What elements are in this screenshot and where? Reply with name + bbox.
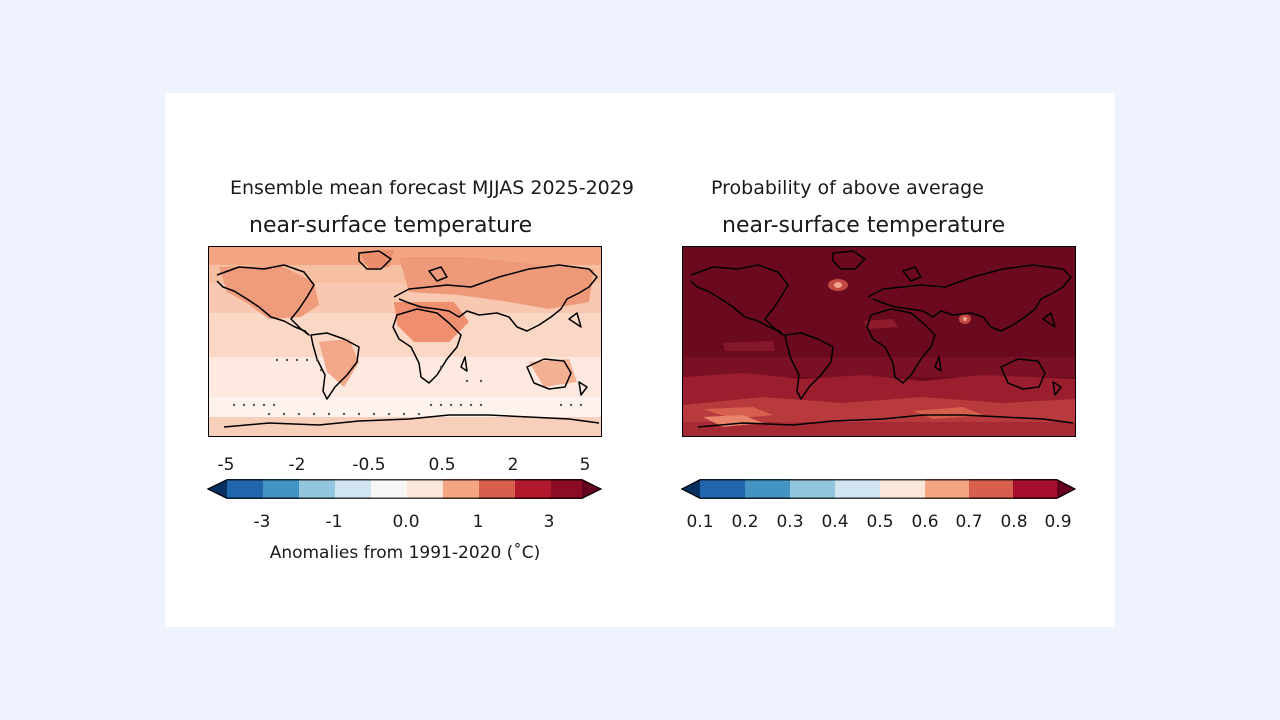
cbar-bottom-tick: 0.0 — [392, 512, 420, 532]
cbar-bottom-tick: 0.9 — [1044, 512, 1072, 532]
cbar-bottom-tick: -3 — [253, 512, 271, 532]
left-map-title: near-surface temperature — [249, 213, 533, 238]
cbar-bottom-tick: 0.5 — [866, 512, 894, 532]
figure-card: Ensemble mean forecast MJJAS 2025-2029 n… — [165, 93, 1115, 627]
cbar-top-tick: 5 — [579, 455, 591, 475]
cbar-bottom-tick: 1 — [472, 512, 484, 532]
probability-map — [682, 246, 1076, 437]
cbar-top-tick: 2 — [507, 455, 519, 475]
cbar-bottom-tick: 0.1 — [686, 512, 714, 532]
cbar-bottom-tick: -1 — [325, 512, 343, 532]
anomaly-colorbar-label: Anomalies from 1991-2020 (˚C) — [269, 543, 541, 563]
cbar-top-tick: -2 — [288, 455, 306, 475]
cbar-bottom-tick: 0.6 — [911, 512, 939, 532]
right-map-title: near-surface temperature — [722, 213, 1006, 238]
cbar-bottom-tick: 3 — [543, 512, 555, 532]
cbar-bottom-tick: 0.7 — [955, 512, 983, 532]
anomaly-map — [208, 246, 602, 437]
right-suptitle: Probability of above average — [711, 177, 984, 199]
cbar-bottom-tick: 0.4 — [821, 512, 849, 532]
anomaly-colorbar — [207, 479, 602, 499]
left-suptitle: Ensemble mean forecast MJJAS 2025-2029 — [230, 177, 634, 199]
cbar-bottom-tick: 0.8 — [1000, 512, 1028, 532]
cbar-top-tick: -5 — [217, 455, 235, 475]
cbar-bottom-tick: 0.2 — [731, 512, 759, 532]
cbar-bottom-tick: 0.3 — [776, 512, 804, 532]
cbar-top-tick: -0.5 — [352, 455, 386, 475]
probability-colorbar — [681, 479, 1076, 499]
cbar-top-tick: 0.5 — [428, 455, 456, 475]
